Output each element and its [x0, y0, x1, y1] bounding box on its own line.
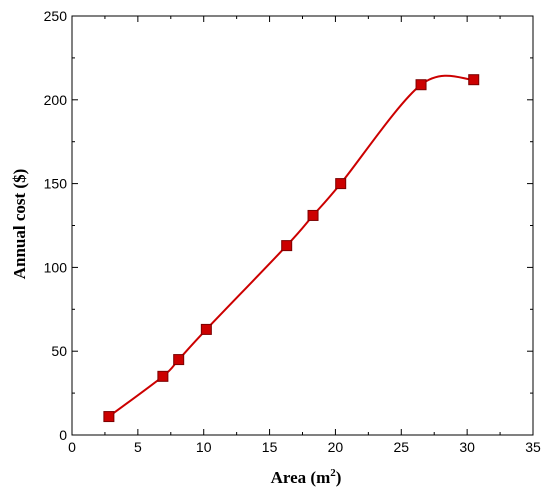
x-axis-title: Area (m2)	[271, 467, 342, 487]
x-tick-label: 15	[262, 439, 278, 455]
y-tick-label: 0	[59, 427, 67, 443]
y-axis-title: Annual cost ($)	[10, 169, 29, 280]
data-point-marker	[307, 209, 319, 221]
x-tick-label: 35	[525, 439, 541, 455]
x-tick-label: 5	[134, 439, 142, 455]
y-tick-label: 250	[44, 8, 68, 24]
data-point-marker	[103, 411, 115, 423]
data-point-marker	[157, 370, 169, 382]
x-tick-label: 20	[328, 439, 344, 455]
axes: 0 5 10 15 20 25 30 35 0 50 100 150 200 250	[44, 8, 541, 455]
x-tick-label: 30	[459, 439, 475, 455]
y-tick-label: 100	[44, 259, 68, 275]
data-point-marker	[415, 79, 427, 91]
data-point-marker	[281, 240, 293, 252]
y-tick-label: 50	[51, 343, 67, 359]
y-tick-label: 150	[44, 176, 68, 192]
x-tick-label: 25	[393, 439, 409, 455]
series-layer	[103, 74, 480, 423]
y-tick-label: 200	[44, 92, 68, 108]
x-tick-label: 10	[196, 439, 212, 455]
x-tick-label: 0	[68, 439, 76, 455]
data-point-marker	[335, 178, 347, 190]
data-point-marker	[468, 74, 480, 86]
data-point-marker	[200, 323, 212, 335]
data-point-marker	[173, 354, 185, 366]
